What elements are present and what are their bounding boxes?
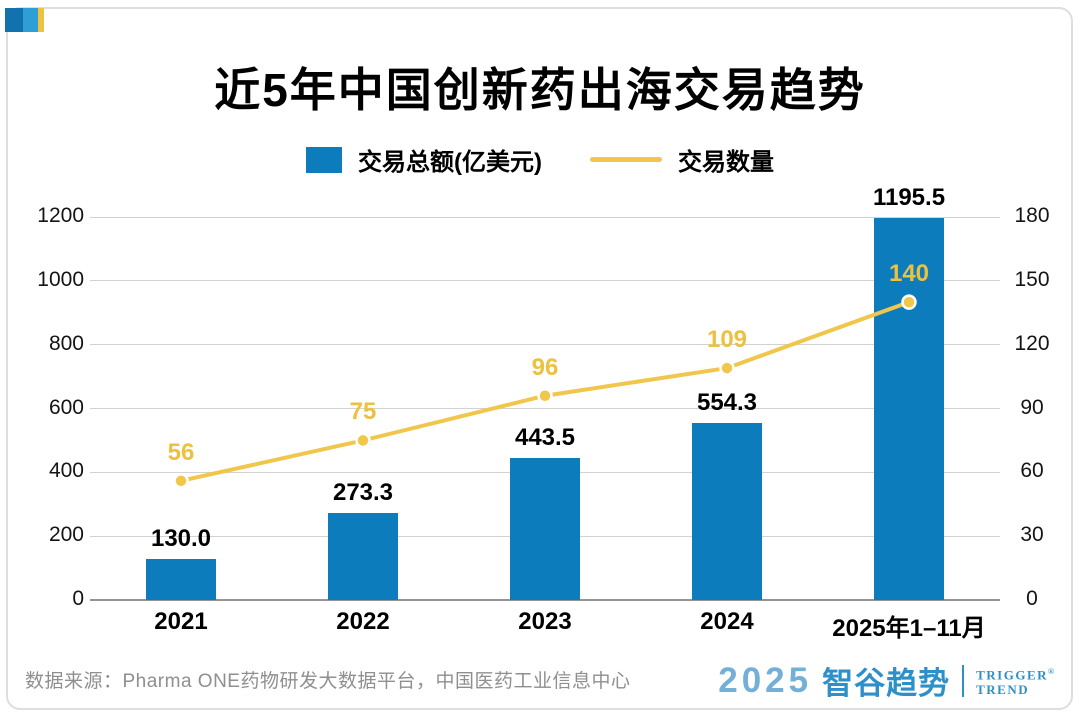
left-axis-tick: 800 [48,331,84,355]
brand-tagline-line2: TREND [976,682,1030,698]
chart-legend: 交易总额(亿美元) 交易数量 [0,142,1080,177]
logo-square-yellow-icon [38,8,44,32]
brand-tagline-line1: TRIGGER® [976,666,1054,683]
grid-line [90,344,1000,346]
line-series-swatch-icon [589,157,662,162]
line-point-marker [173,473,189,489]
line-point-marker [355,432,371,449]
bar-value-label: 1195.5 [872,184,946,212]
line-value-label: 96 [531,353,559,381]
line-point-marker [719,360,735,376]
grid-line [90,408,1000,409]
legend-item-bar-series: 交易总额(亿美元) [306,142,542,177]
left-axis-tick: 1000 [37,267,84,291]
right-axis-tick: 180 [1014,204,1050,227]
legend-line-label: 交易数量 [677,149,774,176]
brand-logo: 2025 智谷趋势 TRIGGER® TREND [718,658,1054,703]
bar-2023 [510,458,580,600]
bar-value-label: 443.5 [514,424,576,452]
brand-divider [962,664,965,697]
line-series [173,294,917,489]
line-value-label: 56 [167,438,195,466]
bar-2025年1–11月 [874,218,944,600]
brand-year: 2025 [718,660,813,700]
left-axis-tick: 0 [72,587,84,610]
line-point-marker [537,387,553,404]
line-value-label: 109 [706,326,748,354]
line-point-marker [901,294,917,310]
x-axis-label: 2022 [336,608,390,635]
legend-bar-label: 交易总额(亿美元) [358,149,542,176]
x-axis-label: 2024 [700,608,754,635]
x-axis-label: 2023 [518,608,572,635]
grid-line [90,280,1000,282]
registered-mark: ® [1048,666,1054,676]
corner-logo-mark [5,8,44,32]
right-axis-tick: 120 [1014,331,1050,355]
right-axis-tick: 0 [1026,587,1038,610]
right-axis-tick: 150 [1014,267,1050,291]
bar-value-label: 273.3 [332,478,394,506]
brand-name: 智谷趋势 [822,666,951,701]
chart-title: 近5年中国创新药出海交易趋势 [214,64,866,116]
brand-tagline: TRIGGER® TREND [976,664,1054,697]
bar-series-swatch-icon [306,146,342,173]
right-axis-tick: 90 [1020,395,1044,419]
left-axis-tick: 400 [48,459,84,483]
bar-value-label: 554.3 [696,389,758,417]
legend-item-line-series: 交易数量 [589,142,774,177]
left-axis-tick: 600 [48,395,84,419]
bar-2022 [328,512,398,600]
grid-line [90,216,1000,218]
x-axis-label: 2021 [154,608,208,635]
data-source-note: 数据来源：Pharma ONE药物研发大数据平台，中国医药工业信息中心 [25,671,631,692]
bar-value-label: 130.0 [150,524,212,552]
right-axis-tick: 30 [1020,523,1044,547]
x-axis-label: 2025年1–11月 [832,615,986,642]
logo-square-light-icon [23,8,38,32]
x-axis-baseline [90,599,1000,601]
right-axis-tick: 60 [1020,459,1044,483]
logo-square-dark-icon [5,8,23,32]
bar-2024 [692,423,762,600]
left-axis-tick: 200 [48,523,84,547]
line-value-label: 75 [349,398,377,426]
bar-2021 [146,558,216,600]
line-value-label: 140 [888,260,930,288]
left-axis-tick: 1200 [37,204,84,227]
